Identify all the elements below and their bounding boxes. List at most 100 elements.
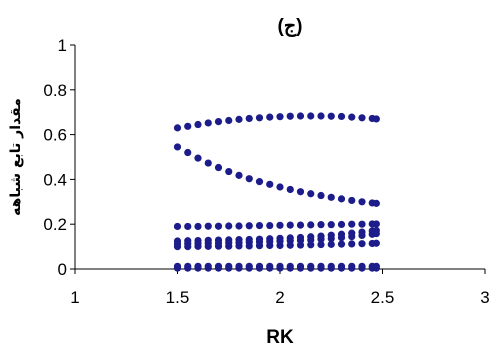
data-point bbox=[296, 221, 305, 229]
data-point bbox=[296, 188, 305, 196]
data-point bbox=[337, 220, 346, 229]
data-point bbox=[286, 241, 294, 249]
data-point bbox=[276, 113, 284, 121]
data-point bbox=[317, 191, 325, 200]
data-point bbox=[194, 242, 202, 250]
series-8 bbox=[173, 264, 380, 272]
x-tick-label: 2 bbox=[275, 288, 284, 307]
data-point bbox=[372, 199, 380, 207]
data-point bbox=[286, 221, 294, 229]
data-point bbox=[358, 231, 366, 239]
data-point bbox=[372, 264, 380, 272]
data-point bbox=[235, 115, 243, 123]
data-point bbox=[372, 220, 380, 228]
data-point bbox=[204, 242, 212, 250]
data-point bbox=[225, 167, 233, 176]
data-point bbox=[173, 222, 182, 231]
data-point bbox=[184, 148, 192, 157]
data-point bbox=[348, 220, 356, 228]
data-points bbox=[173, 112, 380, 272]
data-point bbox=[372, 230, 380, 238]
data-point bbox=[286, 112, 294, 120]
data-point bbox=[307, 236, 315, 244]
data-point bbox=[317, 235, 325, 243]
data-point bbox=[225, 264, 233, 272]
data-point bbox=[286, 185, 294, 194]
y-tick-label: 0.8 bbox=[43, 81, 67, 100]
data-point bbox=[266, 241, 274, 250]
data-point bbox=[337, 240, 346, 248]
data-point bbox=[348, 240, 356, 248]
data-point bbox=[214, 242, 223, 250]
data-point bbox=[204, 159, 212, 167]
x-tick-label: 1.5 bbox=[166, 288, 190, 307]
data-point bbox=[358, 114, 366, 122]
data-point bbox=[307, 112, 315, 120]
data-point bbox=[317, 240, 325, 249]
data-point bbox=[245, 175, 253, 183]
data-point bbox=[337, 234, 346, 242]
y-axis-title: مقدار تابع شباهه bbox=[8, 98, 24, 216]
data-point bbox=[194, 222, 202, 231]
data-point bbox=[255, 242, 264, 250]
series-3 bbox=[173, 220, 380, 231]
data-point bbox=[276, 264, 284, 272]
data-point bbox=[276, 241, 284, 250]
data-point bbox=[348, 113, 356, 121]
data-point bbox=[327, 221, 335, 229]
data-point bbox=[245, 222, 253, 230]
data-point bbox=[225, 242, 233, 250]
data-point bbox=[235, 264, 243, 272]
data-point bbox=[327, 112, 335, 120]
data-point bbox=[307, 190, 315, 198]
data-point bbox=[214, 264, 223, 272]
data-point bbox=[317, 221, 325, 229]
data-point bbox=[214, 222, 223, 230]
data-point bbox=[276, 183, 284, 191]
data-point bbox=[307, 241, 315, 249]
data-point bbox=[255, 221, 264, 230]
data-point bbox=[348, 232, 356, 241]
data-point bbox=[307, 221, 315, 229]
data-point bbox=[204, 119, 212, 127]
data-point bbox=[173, 143, 182, 151]
data-point bbox=[327, 240, 335, 248]
x-axis-title: RK bbox=[266, 327, 294, 347]
series-1 bbox=[173, 112, 380, 132]
data-point bbox=[337, 195, 346, 203]
y-tick-label: 0.6 bbox=[43, 126, 67, 145]
data-point bbox=[296, 241, 305, 249]
data-point bbox=[358, 220, 366, 228]
data-point bbox=[214, 118, 223, 126]
data-point bbox=[327, 193, 335, 201]
data-point bbox=[245, 242, 253, 250]
data-point bbox=[266, 180, 274, 188]
data-point bbox=[204, 222, 212, 230]
data-point bbox=[266, 113, 274, 121]
data-point bbox=[184, 243, 192, 251]
data-point bbox=[184, 222, 192, 231]
x-tick-label: 2.5 bbox=[371, 288, 395, 307]
data-point bbox=[348, 264, 356, 272]
data-point bbox=[286, 264, 294, 272]
y-tick-label: 0 bbox=[58, 260, 67, 279]
data-point bbox=[214, 163, 223, 172]
data-point bbox=[194, 120, 202, 129]
data-point bbox=[255, 114, 264, 122]
data-point bbox=[327, 264, 335, 272]
series-2 bbox=[173, 143, 380, 207]
y-tick-label: 1 bbox=[58, 36, 67, 55]
data-point bbox=[276, 221, 284, 229]
data-point bbox=[327, 234, 335, 243]
data-point bbox=[255, 264, 264, 272]
data-point bbox=[184, 122, 192, 130]
chart-title: (ج) bbox=[278, 16, 303, 37]
data-point bbox=[194, 264, 202, 272]
data-point bbox=[173, 243, 182, 251]
y-tick-label: 0.4 bbox=[43, 170, 67, 189]
data-point bbox=[317, 112, 325, 120]
data-point bbox=[358, 240, 366, 248]
y-tick-label: 0.2 bbox=[43, 215, 67, 234]
